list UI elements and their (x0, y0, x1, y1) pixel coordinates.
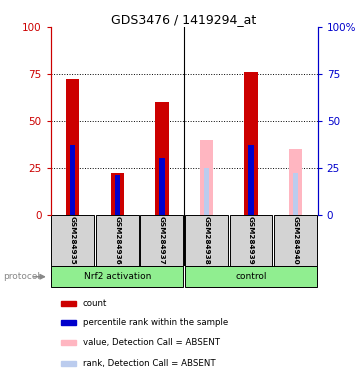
Text: percentile rank within the sample: percentile rank within the sample (83, 318, 228, 327)
Text: GSM284935: GSM284935 (70, 216, 76, 265)
Text: GSM284936: GSM284936 (114, 216, 120, 265)
Bar (248, 145, 253, 215)
Bar (274, 215, 317, 266)
Text: GSM284939: GSM284939 (248, 216, 254, 265)
Bar (61, 340, 76, 345)
Text: value, Detection Call = ABSENT: value, Detection Call = ABSENT (83, 338, 219, 347)
Bar (61, 320, 76, 325)
Bar (185, 215, 228, 266)
Title: GDS3476 / 1419294_at: GDS3476 / 1419294_at (112, 13, 257, 26)
Bar (289, 149, 302, 215)
Bar (51, 215, 94, 266)
Bar (244, 72, 258, 215)
Bar (204, 168, 209, 215)
Bar (70, 145, 75, 215)
Text: GSM284940: GSM284940 (292, 216, 299, 265)
Bar (155, 102, 169, 215)
Text: protocol: protocol (4, 272, 40, 281)
Text: rank, Detection Call = ABSENT: rank, Detection Call = ABSENT (83, 359, 215, 368)
Text: Nrf2 activation: Nrf2 activation (84, 272, 151, 281)
Bar (200, 140, 213, 215)
Text: count: count (83, 299, 107, 308)
Bar (51, 266, 183, 287)
Bar (159, 158, 165, 215)
Bar (61, 361, 76, 366)
Bar (140, 215, 183, 266)
Text: GSM284938: GSM284938 (203, 216, 209, 265)
Bar (230, 215, 272, 266)
Bar (185, 266, 317, 287)
Bar (66, 79, 79, 215)
Bar (96, 215, 139, 266)
Text: GSM284937: GSM284937 (159, 216, 165, 265)
Bar (115, 175, 120, 215)
Bar (110, 174, 124, 215)
Bar (293, 174, 298, 215)
Bar (61, 301, 76, 306)
Text: control: control (235, 272, 267, 281)
